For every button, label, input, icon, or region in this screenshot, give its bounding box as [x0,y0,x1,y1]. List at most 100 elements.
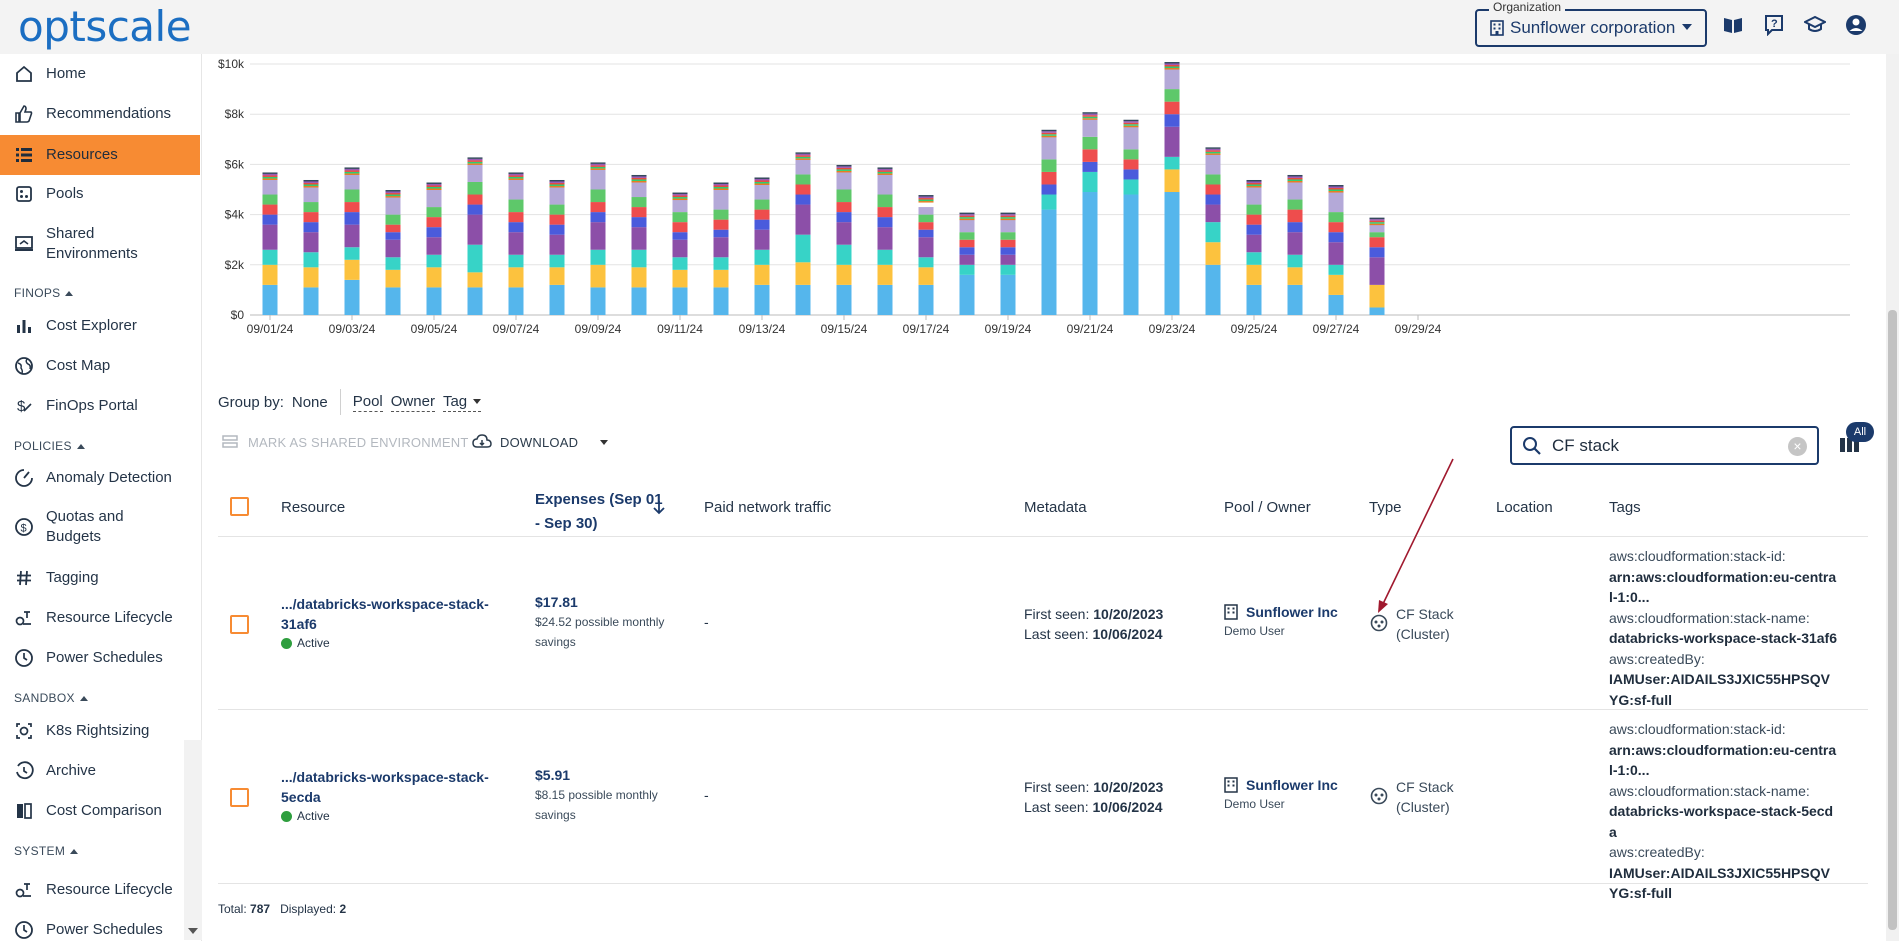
academy-icon[interactable] [1804,14,1826,36]
chart-bar-cap [1164,66,1180,69]
chart-bar-segment [467,244,483,273]
sidebar-item-home[interactable]: Home [0,64,200,84]
organization-value[interactable]: Sunflower corporation [1490,18,1675,38]
group-by-owner[interactable]: Owner [390,392,435,412]
sidebar-item-recommendations[interactable]: Recommendations [0,104,200,124]
header-resource[interactable]: Resource [281,499,346,516]
sidebar-item-cost-map[interactable]: Cost Map [0,356,200,376]
chart-bar-segment [631,267,647,288]
type-line1: CF Stack [1396,606,1454,622]
header-pool-owner[interactable]: Pool / Owner [1224,499,1311,516]
tag-value: arn:aws:cloudformation:eu-central-1:0... [1609,568,1837,606]
chevron-down-icon[interactable] [1682,24,1692,30]
displayed-value: 2 [339,902,347,916]
chart-bar-cap [1246,181,1262,183]
chart-bar-segment [508,267,524,288]
clear-search-icon[interactable]: × [1788,437,1807,456]
chart-bar-segment [467,204,483,215]
section-system[interactable]: SYSTEM [14,844,79,858]
chart-bar-segment [918,229,934,238]
header-expenses[interactable]: Expenses (Sep 01 - Sep 30) [535,488,663,536]
sidebar-item-cost-comparison[interactable]: Cost Comparison [0,801,200,821]
savings-line1: $8.15 possible monthly [535,788,658,802]
chart-bar-segment [1041,194,1057,210]
chart-bar-cap [344,167,360,169]
sidebar-item-system-power-schedules[interactable]: Power Schedules [0,920,200,940]
chart-bar-segment [959,274,975,315]
chart-bar-cap [385,191,401,194]
pool-link[interactable]: Sunflower Inc [1224,777,1338,793]
sidebar-item-k8s-rightsizing[interactable]: K8s Rightsizing [0,721,200,741]
network-cell: - [704,787,709,803]
sidebar-item-label: Home [46,65,87,82]
chart-bar-segment [1246,224,1262,235]
group-by-tag[interactable]: Tag [442,393,482,412]
columns-icon[interactable] [1838,433,1860,455]
select-all-checkbox[interactable] [230,497,249,516]
header-type[interactable]: Type [1369,499,1402,516]
chart-bar-cap [1123,122,1139,125]
header-location[interactable]: Location [1496,499,1553,516]
account-icon[interactable] [1845,14,1867,36]
chevron-down-icon[interactable] [600,439,609,445]
bar-chart-icon [17,320,31,333]
sidebar-item-pools[interactable]: Pools [0,184,200,204]
chart-bar-segment [508,287,524,315]
row-checkbox[interactable] [230,615,249,634]
chart-bar-segment [713,189,729,210]
organization-selector[interactable] [1475,9,1707,47]
chart-bar-cap [672,198,688,201]
chart-bar-segment [918,214,934,223]
section-finops[interactable]: FINOPS [14,286,74,300]
row-checkbox[interactable] [230,788,249,807]
sidebar-item-tagging[interactable]: Tagging [0,568,200,588]
sidebar-item-shared-environments[interactable]: Shared Environments [0,224,200,264]
sidebar-item-resources[interactable]: Resources [0,135,200,175]
sidebar-item-power-schedules[interactable]: Power Schedules [0,648,200,668]
sidebar-item-label: Tagging [46,569,99,586]
x-tick-label: 09/11/24 [657,322,703,336]
chart-bar-segment [590,287,606,315]
sidebar-item-archive[interactable]: Archive [0,761,200,781]
chart-bar-segment [754,184,770,200]
section-policies[interactable]: POLICIES [14,439,85,453]
sidebar-item-system-resource-lifecycle[interactable]: Resource Lifecycle [0,880,200,900]
chart-bar-segment [303,252,319,268]
group-by-pool[interactable]: Pool [352,392,383,412]
chart-bar-segment [549,204,565,215]
scroll-down-icon[interactable] [188,928,198,934]
table-row[interactable]: .../databricks-workspace-stack- 31af6 Ac… [218,538,1868,710]
sidebar-scrollbar[interactable] [184,740,202,940]
chart-bar-segment [1328,232,1344,243]
sidebar-item-cost-explorer[interactable]: Cost Explorer [0,316,200,336]
chart-bar-segment [1082,171,1098,193]
search-input[interactable] [1552,435,1772,457]
chart-bar-segment [836,171,852,190]
chart-bar-segment [754,284,770,315]
chart-bar-segment [754,249,770,265]
sidebar-item-quotas-budgets[interactable]: $ Quotas and Budgets [0,507,200,547]
section-sandbox[interactable]: SANDBOX [14,691,88,705]
book-icon[interactable] [1722,14,1744,36]
sidebar-item-label: Resources [46,146,118,163]
download-button[interactable]: DOWNLOAD [472,434,609,450]
resource-name-link[interactable]: .../databricks-workspace-stack- 31af6 [281,594,489,634]
help-icon[interactable]: ? [1763,14,1785,36]
resource-name-link[interactable]: .../databricks-workspace-stack- 5ecda [281,767,489,807]
type-cell: CF Stack (Cluster) [1396,604,1454,644]
chart-bar-cap [467,158,483,161]
sidebar-item-resource-lifecycle[interactable]: Resource Lifecycle [0,608,200,628]
sidebar-item-finops-portal[interactable]: $ FinOps Portal [0,396,200,416]
chart-bar-segment [303,232,319,253]
pool-link[interactable]: Sunflower Inc [1224,604,1338,620]
page-scrollbar-thumb[interactable] [1888,310,1897,930]
sort-desc-icon[interactable] [652,499,666,515]
table-row[interactable]: .../databricks-workspace-stack- 5ecda Ac… [218,711,1868,901]
header-paid-network[interactable]: Paid network traffic [704,499,832,516]
columns-badge: All [1846,422,1874,442]
chart-bar-segment [1164,114,1180,127]
mark-shared-button[interactable]: MARK AS SHARED ENVIRONMENT [222,434,468,450]
chart-bar-segment [1246,204,1262,215]
optscale-logo[interactable]: optscale [18,2,192,51]
sidebar-item-anomaly-detection[interactable]: Anomaly Detection [0,468,200,488]
